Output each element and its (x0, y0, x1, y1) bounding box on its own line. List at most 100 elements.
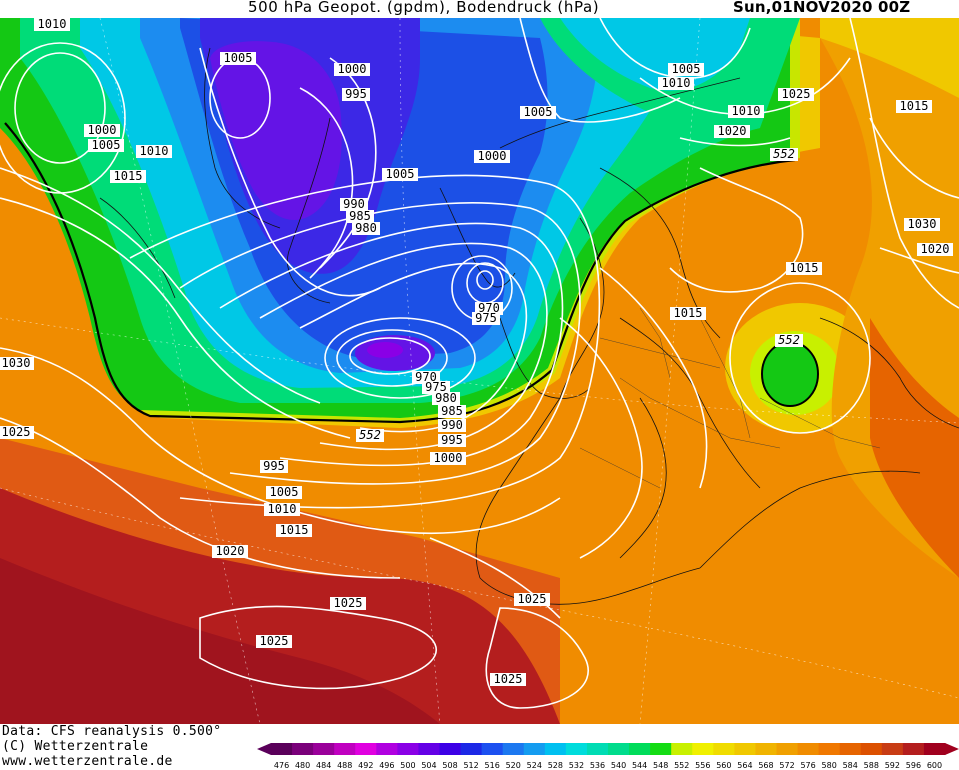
legend-swatch (355, 743, 377, 755)
isobar-label: 1005 (668, 62, 704, 76)
isobar-label-text: 1005 (92, 138, 121, 152)
isobar-label-text: 995 (345, 87, 367, 101)
color-scale-legend: 476 480 484 488 492 496 500 504 508 512 516 520 524 5… (257, 743, 959, 770)
isobar-label-text: 975 (425, 380, 447, 394)
field-violet-core (210, 41, 342, 220)
field-green-cutoff (762, 342, 818, 406)
isobar-label: 1000 (474, 149, 510, 163)
isobar-label-text: 1000 (338, 62, 367, 76)
isobar-label: 1015 (896, 99, 932, 113)
isobar-label: 1000 (430, 451, 466, 465)
legend-tick-label: 500 (400, 761, 415, 770)
isobar-label-text: 1005 (524, 105, 553, 119)
contour-label-text: 552 (778, 333, 800, 347)
isobar-label-text: 985 (441, 404, 463, 418)
legend-swatch (397, 743, 419, 755)
isobar-label-text: 1025 (782, 87, 811, 101)
isobar-label: 1010 (34, 18, 70, 31)
isobar-label-text: 1005 (270, 485, 299, 499)
legend-tick-label: 580 (822, 761, 837, 770)
legend-swatch (481, 743, 504, 755)
legend-tick-labels: 476 480 484 488 492 496 500 504 508 512 516 520 524 5… (274, 761, 942, 770)
isobar-label-text: 1025 (518, 592, 547, 606)
legend-swatches (257, 743, 959, 755)
legend-swatch (650, 743, 672, 755)
isobar-label-text: 985 (349, 209, 371, 223)
contour-label: 552 (356, 428, 384, 442)
legend-swatch (629, 743, 651, 755)
isobar-label-text: 995 (441, 433, 463, 447)
field-darkred-atlantic-core (0, 558, 440, 724)
legend-swatch (797, 743, 820, 755)
legend-tick-label: 504 (421, 761, 436, 770)
legend-swatch (881, 743, 904, 755)
legend-tick-label: 596 (906, 761, 921, 770)
contour-label: 552 (770, 147, 798, 161)
isobar-label-text: 1025 (494, 672, 523, 686)
isobar-label: 990 (340, 197, 368, 211)
legend-tick-label: 508 (442, 761, 457, 770)
isobar-label-text: 980 (435, 391, 457, 405)
isobar-label: 1025 (778, 87, 814, 101)
legend-swatch (734, 743, 756, 755)
isobar-label: 985 (346, 209, 374, 223)
legend-swatch (671, 743, 693, 755)
isobar-label-text: 1015 (900, 99, 929, 113)
legend-tick-label: 488 (337, 761, 352, 770)
isobar-label: 1005 (88, 138, 124, 152)
legend-swatch (839, 743, 862, 755)
legend-tick-label: 492 (358, 761, 373, 770)
weather-map: 1010 1005 1000 1005 1010 1015 1030 1025 … (0, 18, 959, 724)
legend-tick-label: 564 (737, 761, 752, 770)
isobar-label: 1025 (490, 672, 526, 686)
isobar-label: 1015 (786, 261, 822, 275)
legend-swatch (334, 743, 356, 755)
legend-swatch (271, 743, 293, 755)
legend-swatch (923, 743, 946, 755)
isobar-label-text: 1030 (908, 217, 937, 231)
isobar-label-text: 1005 (224, 51, 253, 65)
legend-tick-label: 568 (758, 761, 773, 770)
map-datetime: Sun,01NOV2020 00Z (733, 0, 911, 16)
isobar-label-text: 1010 (268, 502, 297, 516)
footer: Data: CFS reanalysis 0.500° (C) Wetterze… (0, 724, 959, 770)
contour-label: 552 (775, 333, 803, 347)
legend-tick-label: 572 (779, 761, 794, 770)
isobar-label: 975 (472, 311, 500, 325)
isobar-label: 970 (412, 370, 440, 384)
legend-swatch (502, 743, 525, 755)
isobar-label-text: 970 (415, 370, 437, 384)
isobar-label: 1025 (256, 634, 292, 648)
isobar-label-text: 1010 (38, 18, 67, 31)
legend-swatch (460, 743, 483, 755)
graticule (0, 18, 959, 724)
isobar-label-text: 1005 (386, 167, 415, 181)
legend-tick-label: 520 (506, 761, 521, 770)
legend-tick-label: 540 (611, 761, 626, 770)
isobar-label: 995 (342, 87, 370, 101)
isobar-label: 1015 (670, 306, 706, 320)
legend-swatch (523, 743, 546, 755)
legend-tick-label: 536 (590, 761, 605, 770)
legend-tick-label: 512 (463, 761, 478, 770)
contour-label-text: 552 (359, 428, 381, 442)
legend-tick-label: 560 (716, 761, 731, 770)
legend-tick-label: 556 (695, 761, 710, 770)
isobars (0, 18, 959, 709)
isobar-label: 970 (475, 301, 503, 315)
isobar-label-text: 1010 (140, 144, 169, 158)
legend-arrow-left (257, 743, 271, 755)
field-redorange-east (870, 318, 959, 578)
isobar-label: 1030 (904, 217, 940, 231)
isobar-label-text: 995 (263, 459, 285, 473)
isobar-label: 1005 (220, 51, 256, 65)
isobar-label-text: 1015 (280, 523, 309, 537)
isobar-label: 1025 (330, 596, 366, 610)
legend-tick-label: 528 (548, 761, 563, 770)
map-title: 500 hPa Geopot. (gpdm), Bodendruck (hPa) (248, 0, 600, 16)
contour-552-labels: 552 552 552 (356, 147, 803, 442)
isobar-label-text: 1025 (334, 596, 363, 610)
isobar-label-text: 1030 (2, 356, 31, 370)
isobar-label-text: 1005 (672, 62, 701, 76)
isobar-label: 1030 (0, 356, 34, 370)
